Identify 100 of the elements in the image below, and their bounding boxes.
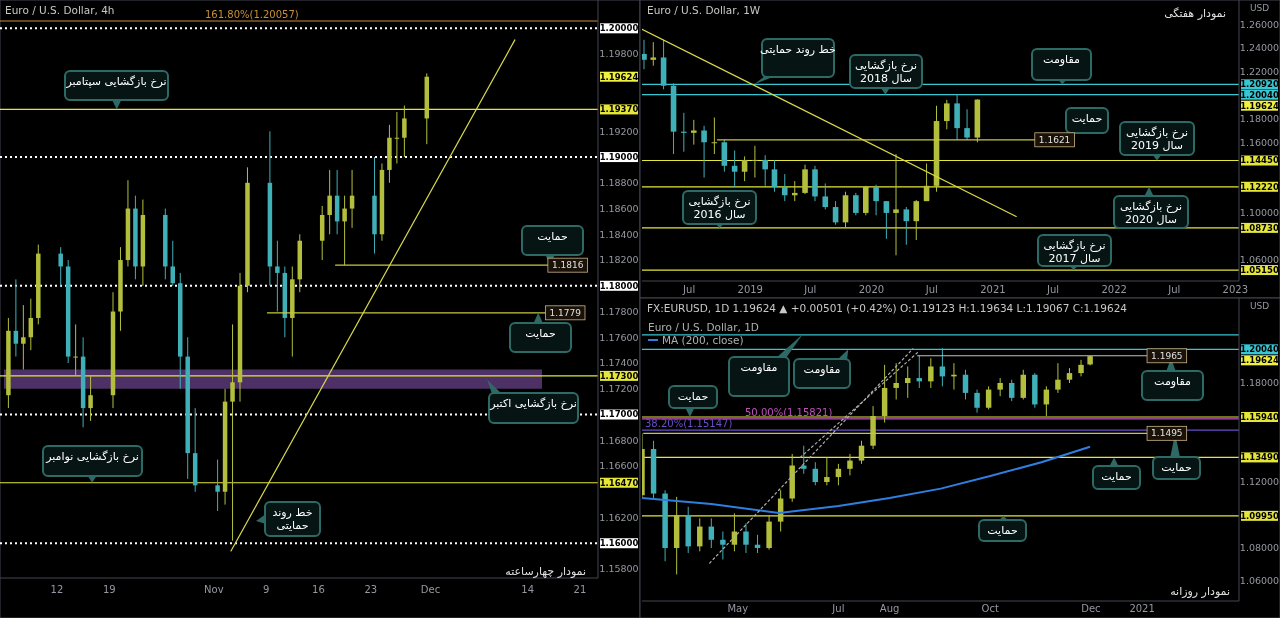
annotation: مقاومت (740, 361, 778, 374)
x-tick-label: Jul (1046, 284, 1060, 295)
ref-line-label: 1.17300 (599, 370, 639, 381)
text: 1.19624 (1240, 100, 1279, 111)
annotation: نرخ بازگشایی سال 2017 (1043, 239, 1106, 265)
candlestick (962, 369, 969, 400)
candlestick (731, 150, 738, 188)
x-tick-label: 2022 (1101, 284, 1127, 295)
annotation: نمودار چهارساعته (505, 565, 586, 578)
annotation: حمایت (1161, 461, 1192, 474)
ref-line-label: 1.20920 (1240, 79, 1279, 90)
annotation: حمایت (537, 230, 568, 243)
candlestick (781, 173, 788, 202)
x-tick-label: 14 (521, 584, 535, 595)
y-tick-label: 1.16200 (599, 511, 639, 523)
y-tick-label: 1.19800 (599, 48, 639, 60)
x-tick-label: Aug (879, 603, 900, 614)
candlestick (721, 139, 728, 173)
candlestick (893, 153, 899, 256)
annotation: نمودار روزانه (1170, 585, 1230, 598)
x-tick-label: Oct (981, 603, 999, 614)
y-tick-label: 1.10000 (1239, 207, 1280, 219)
ref-line-label: 38.20%(1.15147) (645, 418, 733, 430)
candlestick (752, 145, 758, 179)
candlestick (13, 278, 19, 358)
chart-title: Euro / U.S. Dollar, 4h (5, 4, 115, 16)
ref-line-label: 1.14450 (1240, 155, 1279, 166)
candlestick (903, 206, 910, 246)
ref-line-label: 1.19000 (599, 152, 639, 163)
x-tick-label: Jul (1167, 284, 1181, 295)
y-tick-label: 1.06000 (1239, 575, 1280, 587)
text: 1.19624 (1240, 355, 1279, 366)
annotation: 1.1621 (1038, 134, 1071, 145)
annotation: نرخ بازگشایی سال 2018 (854, 59, 918, 85)
x-tick-label: Jul (682, 284, 696, 295)
y-tick-label: 1.24000 (1239, 42, 1280, 54)
y-tick-label: 1.18600 (599, 202, 639, 214)
annotation: 1.1965 (1151, 350, 1183, 361)
text: 1.19624 (599, 71, 639, 82)
y-tick-label: 1.17600 (599, 331, 639, 343)
ref-line-label: 1.20040 (1240, 89, 1279, 100)
x-tick-label: 2021 (1129, 603, 1155, 614)
candlestick (741, 155, 748, 182)
candlestick (642, 39, 647, 70)
ref-line-label: 1.16470 (599, 477, 639, 488)
y-axis-title: USD (1249, 301, 1270, 311)
y-tick-label: 1.15800 (599, 563, 639, 575)
annotation: نرخ بازگشایی اکتبر (489, 397, 577, 410)
legend-label: MA (200, close) (662, 334, 744, 346)
candlestick (743, 522, 749, 554)
x-tick-label: 23 (364, 584, 378, 595)
annotation: نرخ بازگشایی سپتامبر (65, 75, 167, 88)
candlestick (1008, 379, 1015, 402)
ref-line-label: 50.00%(1.15821) (745, 406, 833, 418)
ref-line-label: 1.09950 (1240, 510, 1279, 521)
candlestick (230, 323, 235, 542)
x-tick-label: Dec (1081, 603, 1101, 614)
candlestick (349, 169, 355, 229)
ref-line-label: 1.19370 (599, 104, 639, 115)
x-tick-label: 2021 (980, 284, 1006, 295)
y-tick-label: 1.16000 (1239, 136, 1280, 148)
candlestick (327, 169, 332, 235)
y-tick-label: 1.18000 (1239, 113, 1280, 125)
candlestick (812, 461, 819, 486)
y-tick-label: 1.18800 (599, 177, 639, 189)
ref-line-label: 1.15940 (1240, 411, 1279, 422)
ref-line-label: 1.05150 (1240, 265, 1279, 276)
candlestick (858, 440, 865, 465)
annotation: خط روند حمایتی (272, 506, 313, 532)
annotation: 1.1779 (549, 307, 582, 318)
ref-line-label: 1.08730 (1240, 222, 1279, 233)
candlestick (847, 453, 853, 476)
candlestick (701, 125, 707, 179)
ref-line-label: 1.20000 (599, 23, 639, 34)
annotation: مقاومت (1154, 375, 1192, 388)
x-tick-label: 2020 (858, 284, 885, 295)
y-tick-label: 1.17200 (599, 383, 639, 395)
y-tick-label: 1.08000 (1239, 542, 1280, 554)
candlestick (170, 240, 176, 287)
candlestick (275, 240, 280, 313)
x-tick-label: 16 (312, 584, 325, 595)
candlestick (394, 111, 400, 164)
text: Euro / U.S. Dollar, 1D (648, 321, 759, 333)
annotation: 1.1495 (1151, 428, 1183, 439)
x-tick-label: 19 (102, 584, 116, 595)
candlestick (73, 323, 78, 377)
candlestick (402, 105, 407, 158)
x-tick-label: Jul (831, 603, 845, 614)
candlestick (964, 108, 970, 141)
candlestick (1020, 369, 1026, 400)
annotation: 1.1816 (551, 260, 584, 271)
annotation: مقاومت (1043, 53, 1081, 66)
chart-title: Euro / U.S. Dollar, 1W (647, 4, 761, 16)
x-tick-label: 9 (262, 584, 270, 595)
candlestick (997, 377, 1003, 397)
x-tick-label: 21 (573, 584, 587, 595)
candlestick (21, 304, 26, 370)
y-tick-label: 1.17800 (599, 305, 639, 317)
x-tick-label: Dec (420, 584, 441, 595)
candlestick (720, 531, 726, 561)
